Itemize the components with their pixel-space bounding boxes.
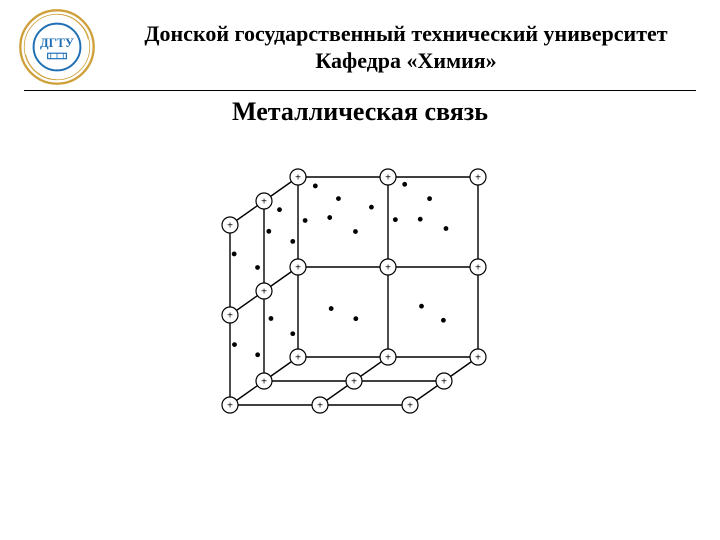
svg-text:+: + xyxy=(475,173,481,184)
electron xyxy=(269,316,274,321)
svg-text:+: + xyxy=(475,263,481,274)
svg-text:+: + xyxy=(441,377,447,388)
electron xyxy=(327,215,332,220)
page-title: Металлическая связь xyxy=(0,97,720,127)
electron xyxy=(444,226,449,231)
svg-text:+: + xyxy=(227,311,233,322)
electron xyxy=(290,331,295,336)
electron xyxy=(232,252,237,257)
electron xyxy=(266,229,271,234)
ion: + xyxy=(470,169,486,185)
electron xyxy=(402,182,407,187)
svg-text:+: + xyxy=(295,263,301,274)
logo-text: ДГТУ xyxy=(40,36,74,50)
svg-text:+: + xyxy=(385,173,391,184)
ion: + xyxy=(436,373,452,389)
ion: + xyxy=(222,217,238,233)
electron xyxy=(290,239,295,244)
ion: + xyxy=(222,307,238,323)
ion: + xyxy=(256,373,272,389)
ion: + xyxy=(256,193,272,209)
electron xyxy=(303,218,308,223)
electron xyxy=(353,229,358,234)
metallic-bond-diagram: + + + + + + + + + + + + + + + + + + + xyxy=(180,145,540,505)
ion: + xyxy=(290,169,306,185)
svg-text:+: + xyxy=(261,287,267,298)
institution-line1: Донской государственный технический унив… xyxy=(110,20,702,48)
ion: + xyxy=(312,397,328,413)
ion: + xyxy=(290,259,306,275)
electron xyxy=(313,184,318,189)
electron xyxy=(353,316,358,321)
svg-text:+: + xyxy=(227,401,233,412)
ion: + xyxy=(380,169,396,185)
header-divider xyxy=(24,90,696,91)
ion: + xyxy=(290,349,306,365)
ion: + xyxy=(256,283,272,299)
ion: + xyxy=(470,349,486,365)
institution-title: Донской государственный технический унив… xyxy=(110,20,702,75)
electron xyxy=(369,205,374,210)
svg-text:+: + xyxy=(351,377,357,388)
svg-text:+: + xyxy=(475,353,481,364)
svg-text:+: + xyxy=(295,173,301,184)
electron xyxy=(255,265,260,270)
electron xyxy=(232,342,237,347)
electron xyxy=(419,304,424,309)
svg-text:+: + xyxy=(295,353,301,364)
svg-text:+: + xyxy=(261,197,267,208)
electron xyxy=(441,318,446,323)
ion: + xyxy=(470,259,486,275)
electron xyxy=(329,306,334,311)
svg-text:+: + xyxy=(261,377,267,388)
electron xyxy=(393,217,398,222)
svg-text:+: + xyxy=(385,263,391,274)
electron xyxy=(418,217,423,222)
svg-text:+: + xyxy=(385,353,391,364)
svg-text:+: + xyxy=(227,221,233,232)
electron xyxy=(255,352,260,357)
university-logo: ДГТУ xyxy=(18,8,96,86)
ion: + xyxy=(402,397,418,413)
ion: + xyxy=(346,373,362,389)
electron xyxy=(277,207,282,212)
ion: + xyxy=(380,259,396,275)
electron xyxy=(336,196,341,201)
electron xyxy=(427,196,432,201)
svg-text:+: + xyxy=(407,401,413,412)
ion: + xyxy=(380,349,396,365)
ion: + xyxy=(222,397,238,413)
institution-line2: Кафедра «Химия» xyxy=(110,47,702,75)
svg-text:+: + xyxy=(317,401,323,412)
